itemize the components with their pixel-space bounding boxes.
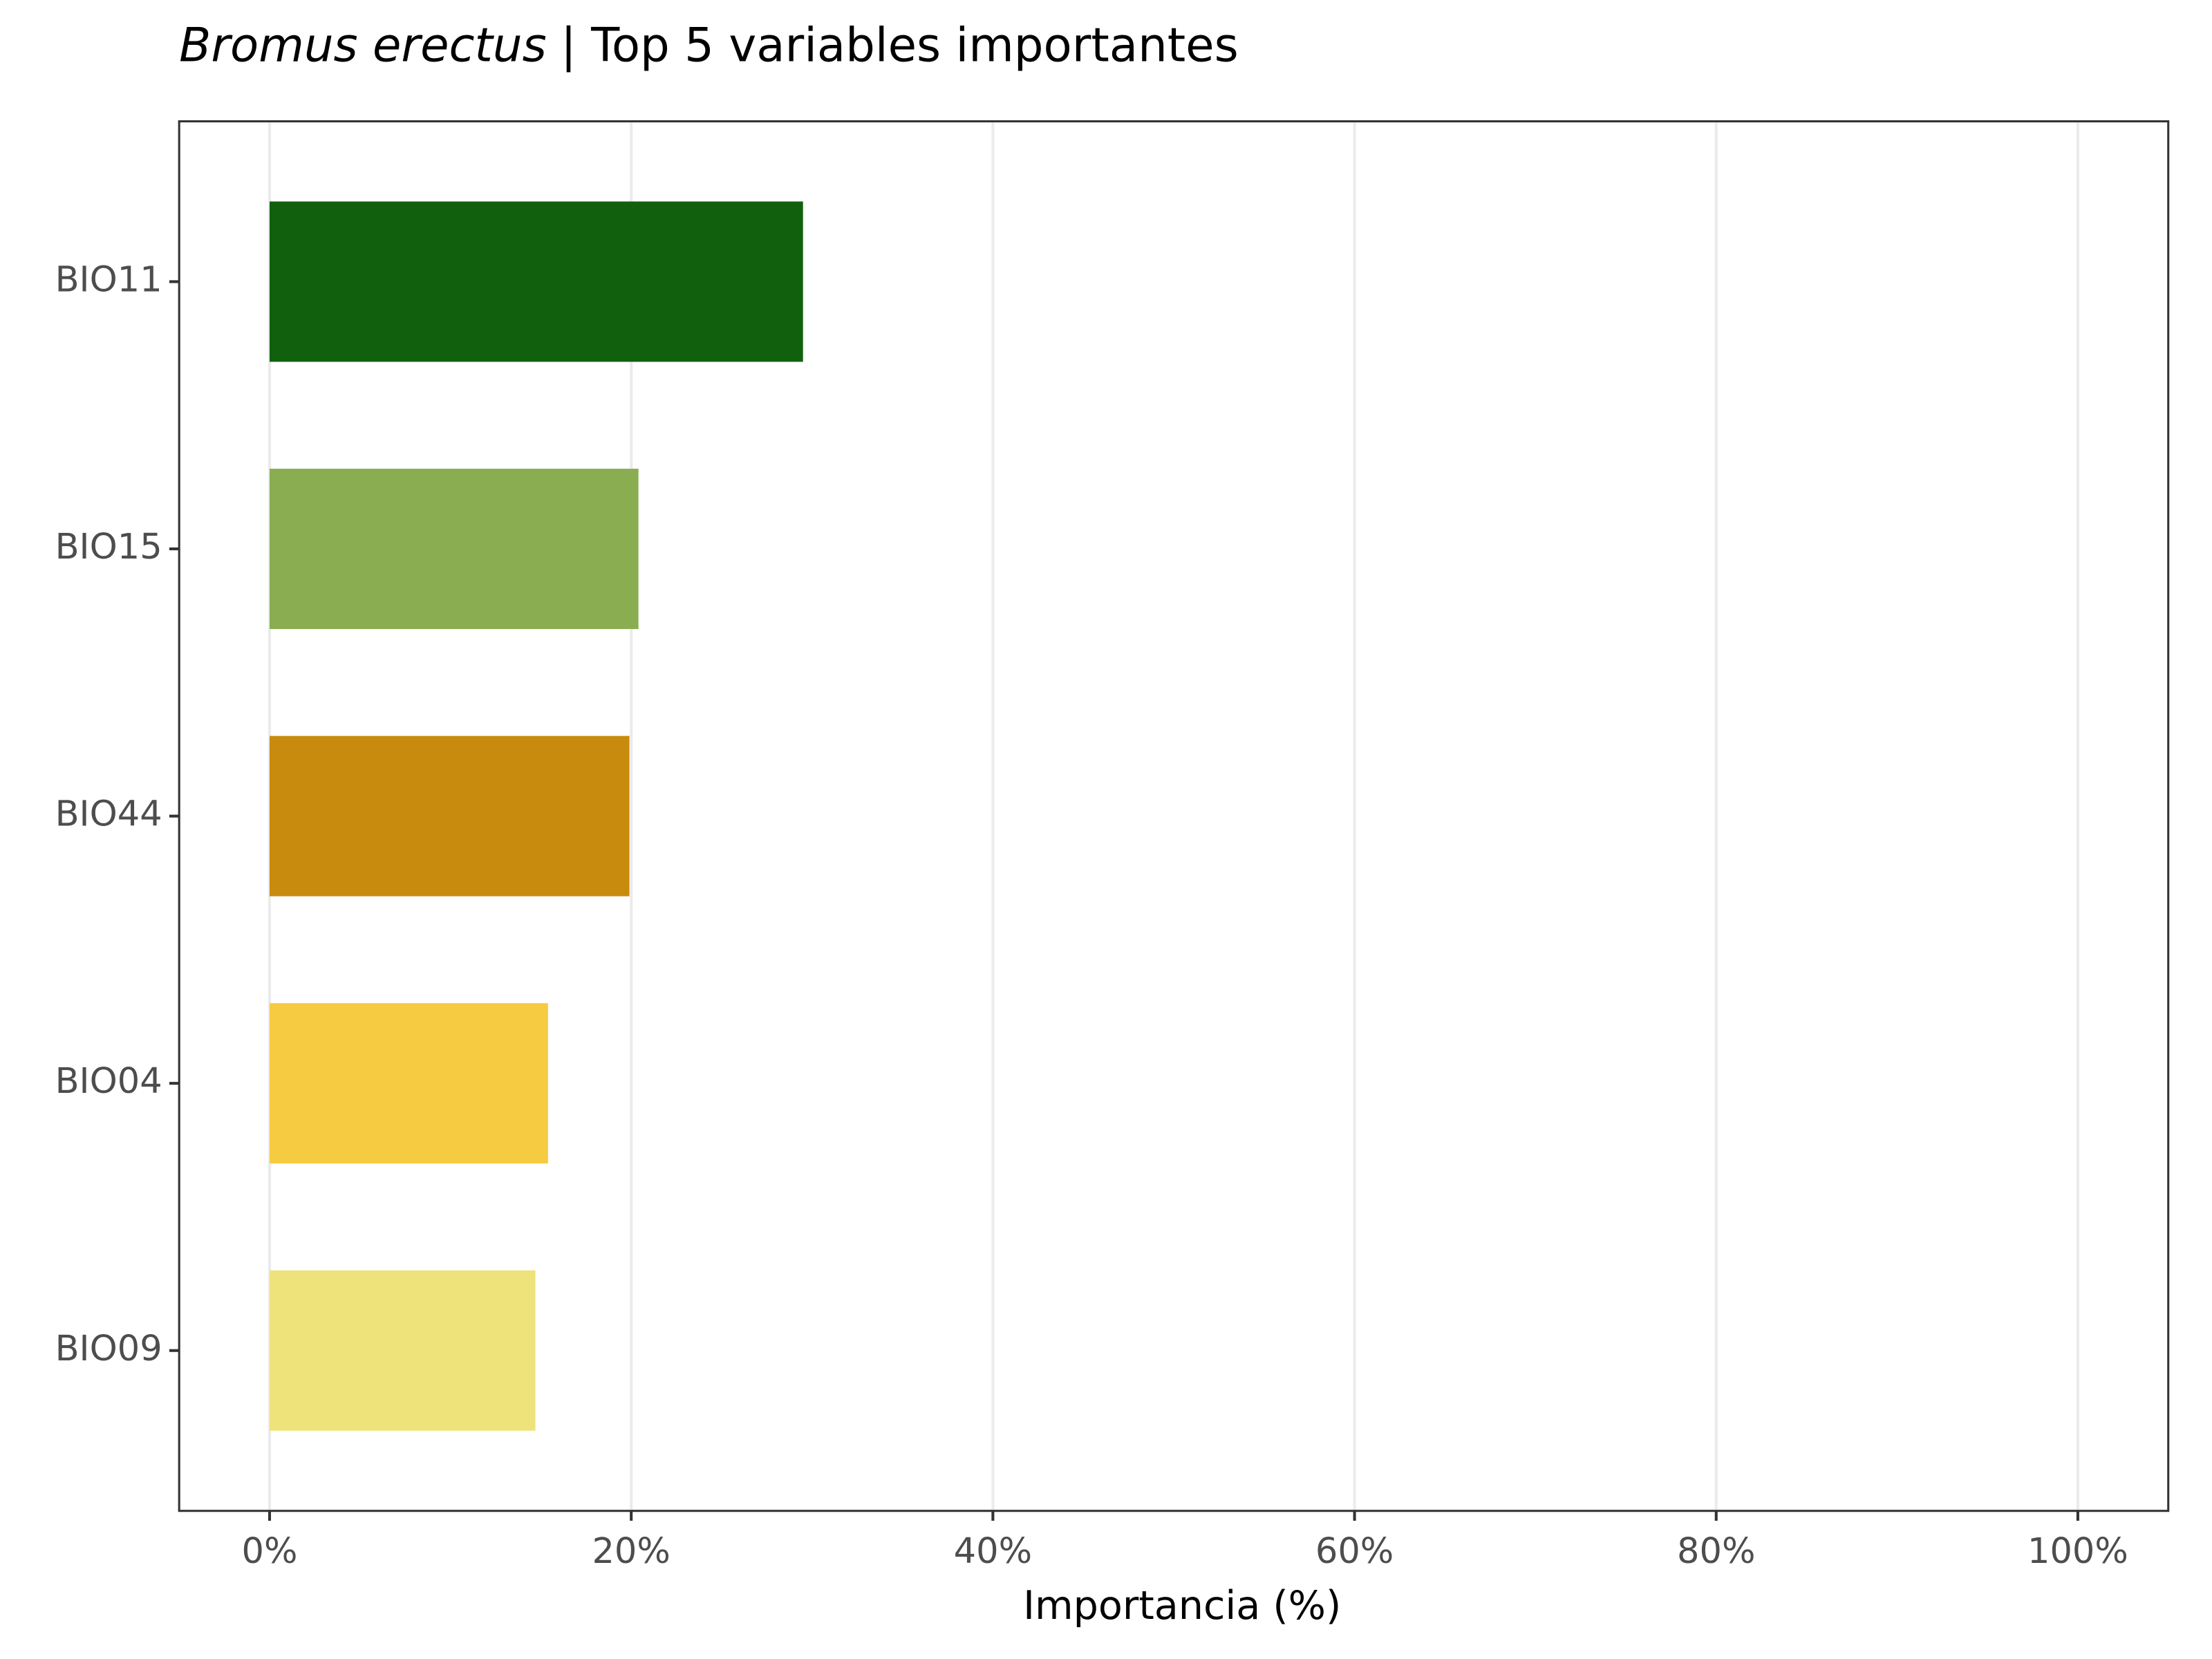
title-text: | Top 5 variables importantes — [561, 17, 1239, 72]
bar — [269, 1003, 548, 1164]
y-tick-label: BIO15 — [55, 527, 162, 568]
y-tick-label: BIO04 — [55, 1061, 162, 1102]
bar — [269, 1270, 536, 1431]
plot-border — [178, 120, 2170, 1512]
bar — [269, 735, 630, 897]
bar — [269, 201, 803, 362]
chart-title: Bromus erectus | Top 5 variables importan… — [179, 17, 1238, 72]
x-tick-label: 100% — [2027, 1531, 2128, 1572]
x-axis-title: Importancia (%) — [1023, 1583, 1341, 1629]
y-tick-label: BIO11 — [55, 259, 162, 300]
x-tick-label: 0% — [242, 1531, 298, 1572]
bar — [269, 469, 639, 630]
x-tick-label: 40% — [954, 1531, 1032, 1572]
x-tick-label: 80% — [1677, 1531, 1755, 1572]
x-tick-label: 60% — [1315, 1531, 1394, 1572]
x-tick-label: 20% — [592, 1531, 670, 1572]
y-tick-label: BIO44 — [55, 794, 162, 835]
plot-area: BIO11 BIO15 BIO44 BIO04 BIO09 0% 20% 40% 60% 80% 1… — [55, 120, 2170, 1572]
title-species: Bromus erectus — [179, 17, 547, 72]
y-tick-label: BIO09 — [55, 1329, 162, 1369]
